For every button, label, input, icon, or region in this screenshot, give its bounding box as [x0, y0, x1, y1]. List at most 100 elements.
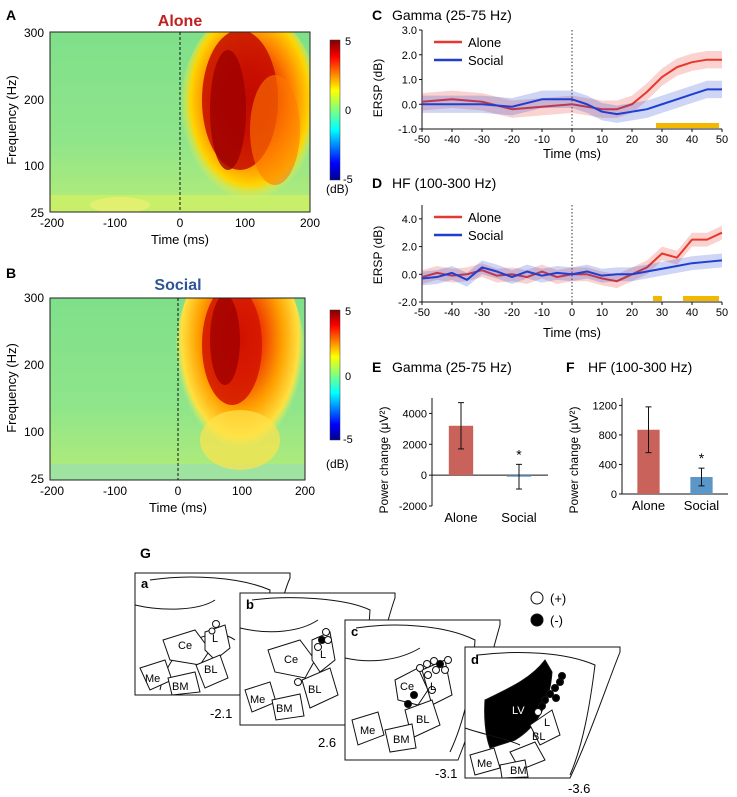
- chart-d-ylabel: ERSP (dB): [371, 226, 385, 284]
- xtick-label: -200: [40, 484, 64, 498]
- spectrogram-b-ylabel: Frequency (Hz): [4, 343, 19, 433]
- region-label: Me: [145, 673, 160, 685]
- spectrogram-b-yticks: 300 200 100 25: [24, 291, 44, 486]
- region-label: Me: [360, 725, 375, 737]
- xtick-label: -20: [504, 307, 520, 319]
- colorbar-b-unit: (dB): [326, 457, 349, 471]
- section-c-coord: -3.1: [435, 766, 457, 781]
- xtick-label: -30: [474, 307, 490, 319]
- ytick-label: 4000: [403, 408, 427, 420]
- chart-f: 1200 800 400 0 Alone Social *: [593, 398, 728, 513]
- spectrogram-a-ylabel: Frequency (Hz): [4, 75, 19, 165]
- xtick-label: 100: [232, 484, 252, 498]
- xtick-label: 20: [626, 307, 638, 319]
- chart-f-title: HF (100-300 Hz): [588, 359, 692, 375]
- region-label: L: [212, 633, 218, 645]
- chart-c-xlabel: Time (ms): [543, 146, 601, 161]
- series-band-social: [422, 80, 722, 123]
- ytick-label: 2.0: [402, 242, 417, 254]
- xtick-label: 200: [300, 216, 320, 230]
- xtick-label: 30: [656, 134, 668, 146]
- section-d-letter: d: [471, 652, 479, 667]
- ytick-label: 4.0: [402, 214, 417, 226]
- region-label: Ce: [400, 681, 414, 693]
- ytick-label: 100: [24, 425, 44, 439]
- xtick-label: 0: [569, 307, 575, 319]
- ytick-label: 300: [24, 291, 44, 305]
- ytick-label: 1.0: [402, 75, 417, 87]
- region-label: Ce: [284, 654, 298, 666]
- xtick-label: 10: [596, 307, 608, 319]
- category-label: Alone: [444, 510, 477, 525]
- ytick-label: 2.0: [402, 50, 417, 62]
- spectrogram-a-plot: [50, 32, 310, 212]
- xtick-label: -100: [103, 216, 127, 230]
- ytick-label: 300: [24, 26, 44, 40]
- xtick-label: -50: [414, 134, 430, 146]
- xtick-label: -40: [444, 134, 460, 146]
- region-label: Me: [250, 694, 265, 706]
- cbar-tick: 5: [345, 306, 351, 318]
- significance-bar: [683, 296, 719, 301]
- panel-letter-a: A: [6, 7, 16, 23]
- spectrogram-a-yticks: 300 200 100 25: [24, 26, 44, 220]
- significance-bar: [656, 123, 719, 128]
- chart-c: 3.0 2.0 1.0 0.0 -1.0-50 -40 -30 -20 -10 0 10 20 30 40…: [398, 25, 728, 146]
- spectrogram-b-xlabel: Time (ms): [149, 500, 207, 515]
- ytick-label: 1200: [593, 400, 617, 412]
- region-label: BL: [532, 731, 545, 743]
- cbar-tick: -5: [343, 174, 353, 186]
- panel-letter-c: C: [372, 7, 382, 23]
- region-label: BM: [276, 703, 293, 715]
- colorbar-a-unit: (dB): [326, 182, 349, 196]
- region-label: L: [320, 649, 326, 661]
- xtick-label: 0: [569, 134, 575, 146]
- ytick-label: 200: [24, 93, 44, 107]
- xtick-label: 30: [656, 307, 668, 319]
- ytick-label: -2.0: [398, 297, 417, 309]
- cbar-tick: 5: [345, 36, 351, 48]
- significance-star: *: [699, 450, 705, 466]
- section-c-letter: c: [351, 624, 358, 639]
- chart-f-ylabel: Power change (μV²): [567, 407, 581, 514]
- chart-d: 4.0 2.0 0.0 -2.0-50 -40 -30 -20 -10 0 10 20 30 40 50 A…: [398, 205, 728, 319]
- colorbar-b: [329, 309, 341, 441]
- cbar-tick: 0: [345, 371, 351, 383]
- panel-letter-d: D: [372, 175, 382, 191]
- section-a-coord: -2.1: [210, 706, 232, 721]
- xtick-label: -10: [534, 307, 550, 319]
- category-label: Alone: [632, 498, 665, 513]
- colorbar-a: [329, 39, 341, 181]
- section-b-labels: Ce L BL Me BM: [250, 649, 326, 715]
- legend-open-label: (+): [550, 591, 566, 606]
- ytick-label: 0: [421, 470, 427, 482]
- chart-e-ylabel: Power change (μV²): [377, 407, 391, 514]
- panel-letter-e: E: [372, 359, 381, 375]
- ytick-label: 200: [24, 358, 44, 372]
- chart-c-ylabel: ERSP (dB): [371, 59, 385, 117]
- section-d: [464, 646, 621, 779]
- colorbar-b-ticks: 5 0 -5: [343, 306, 353, 446]
- xtick-label: -10: [534, 134, 550, 146]
- xtick-label: -30: [474, 134, 490, 146]
- significance-bar: [653, 296, 662, 301]
- region-label: Me: [477, 758, 492, 770]
- section-b-coord: 2.6: [318, 735, 336, 750]
- xtick-label: 40: [686, 134, 698, 146]
- region-label: L: [544, 717, 550, 729]
- ytick-label: 100: [24, 159, 44, 173]
- spectrogram-b-xticks: -200 -100 0 100 200: [40, 484, 315, 498]
- cbar-tick: 0: [345, 105, 351, 117]
- legend-filled-label: (-): [550, 613, 563, 628]
- xtick-label: -50: [414, 307, 430, 319]
- xtick-label: -200: [40, 216, 64, 230]
- category-label: Social: [684, 498, 720, 513]
- region-label: L: [430, 681, 436, 693]
- series-line-social: [421, 259, 723, 281]
- cbar-tick: -5: [343, 434, 353, 446]
- category-label: Social: [501, 510, 537, 525]
- ytick-label: -2000: [399, 501, 427, 513]
- spectrogram-b-title: Social: [154, 277, 201, 294]
- section-d-labels: LV L BL Me BM: [477, 705, 550, 777]
- region-label: BM: [393, 734, 410, 746]
